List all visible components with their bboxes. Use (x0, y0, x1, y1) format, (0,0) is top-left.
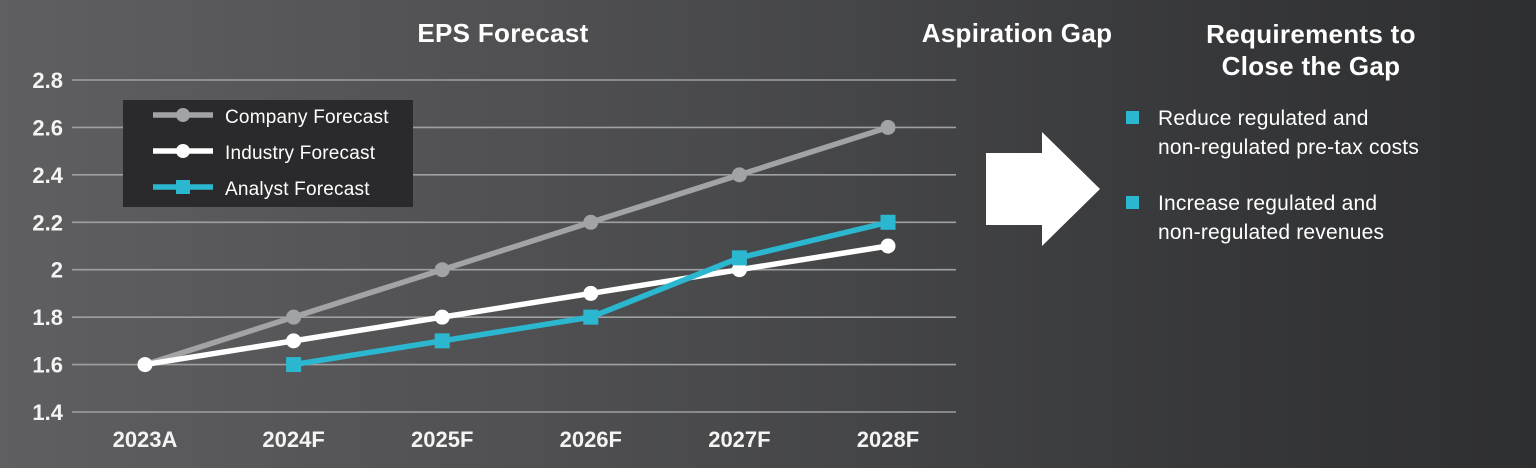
bullet-text: Increase regulated and non-regulated rev… (1158, 189, 1384, 247)
data-point-marker (137, 357, 153, 373)
bullet-text-line: non-regulated pre-tax costs (1158, 136, 1420, 159)
legend-item-industry: Industry Forecast (151, 143, 413, 164)
data-point-marker (583, 214, 599, 230)
bullet-square-icon (1126, 196, 1139, 209)
aspiration-gap-title: Aspiration Gap (921, 18, 1113, 48)
y-tick-label: 2.8 (32, 68, 63, 93)
data-point-marker (731, 167, 747, 183)
requirements-title-line2: Close the Gap (1221, 51, 1401, 81)
series-line (142, 243, 891, 368)
data-point-marker (731, 250, 747, 266)
legend-label: Industry Forecast (225, 142, 376, 164)
data-point-marker (880, 119, 896, 135)
series-line (142, 124, 891, 368)
data-point-marker (434, 333, 450, 349)
y-tick-label: 2.2 (32, 210, 63, 235)
x-tick-label: 2028F (857, 427, 919, 452)
data-point-marker (880, 214, 896, 230)
data-point-marker (731, 262, 747, 278)
x-tick-label: 2023A (113, 427, 178, 452)
x-tick-label: 2024F (262, 427, 324, 452)
company-line-marker-icon (151, 105, 215, 130)
y-tick-label: 2 (51, 258, 63, 283)
data-point-marker (286, 309, 302, 325)
y-tick-label: 1.4 (32, 400, 63, 425)
industry-line-marker-icon (151, 141, 215, 166)
data-point-marker (286, 333, 302, 349)
bullet-text-line: Increase regulated and (1158, 192, 1378, 215)
bullet-text-line: non-regulated revenues (1158, 221, 1385, 244)
data-point-marker (880, 238, 896, 254)
data-point-marker (286, 357, 302, 373)
bullet-text-line: Reduce regulated and (1158, 107, 1369, 130)
bullet-text: Reduce regulated and non-regulated pre-t… (1158, 104, 1419, 162)
data-point-marker (434, 262, 450, 278)
legend-item-company: Company Forecast (151, 107, 413, 128)
legend-item-analyst: Analyst Forecast (151, 179, 413, 200)
legend-label: Analyst Forecast (225, 178, 370, 200)
requirements-bullet-list: Reduce regulated and non-regulated pre-t… (1126, 104, 1466, 274)
legend-label: Company Forecast (225, 106, 389, 128)
data-point-marker (434, 309, 450, 325)
bullet-square-icon (1126, 111, 1139, 124)
chart-legend: Company Forecast Industry Forecast Analy… (123, 100, 413, 207)
chart-title: EPS Forecast (417, 18, 589, 48)
y-tick-label: 2.4 (32, 163, 63, 188)
list-item: Increase regulated and non-regulated rev… (1126, 189, 1466, 247)
eps-chart: 2.8 2.6 2.4 2.2 2 1.8 1.6 1.4 2023A 2024F 2025F 202… (32, 68, 956, 452)
requirements-title: Requirements to Close the Gap (1155, 18, 1467, 82)
analyst-line-marker-icon (151, 177, 215, 202)
x-tick-label: 2025F (411, 427, 473, 452)
requirements-title-line1: Requirements to (1206, 19, 1416, 49)
list-item: Reduce regulated and non-regulated pre-t… (1126, 104, 1466, 162)
y-tick-label: 1.6 (32, 353, 63, 378)
x-tick-label: 2026F (560, 427, 622, 452)
data-point-marker (583, 309, 599, 325)
y-tick-label: 1.8 (32, 305, 63, 330)
x-tick-label: 2027F (708, 427, 770, 452)
right-arrow-icon (986, 132, 1100, 246)
y-tick-label: 2.6 (32, 115, 63, 140)
data-point-marker (583, 285, 599, 301)
